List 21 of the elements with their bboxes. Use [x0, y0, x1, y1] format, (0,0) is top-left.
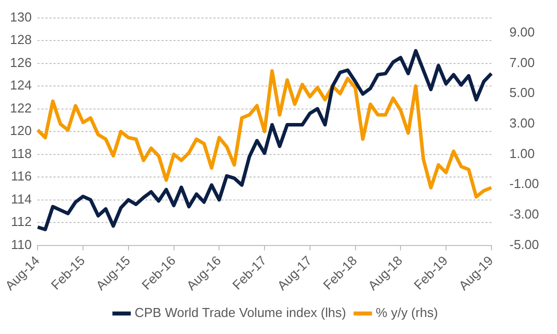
y-tick-label: 114	[10, 191, 32, 206]
y2-tick-label: 5.00	[509, 85, 535, 100]
y2-tick-label: -3.00	[509, 206, 540, 222]
y-tick-label: 124	[10, 78, 32, 93]
y-tick-label: 122	[10, 100, 32, 116]
y2-tick-label: 9.00	[509, 24, 535, 40]
y-tick-label: 116	[10, 168, 32, 184]
y2-tick-label: -1.00	[509, 176, 540, 192]
y-tick-label: 118	[10, 146, 32, 161]
y2-tick-label: 3.00	[509, 116, 535, 131]
y2-tick-label: 7.00	[509, 54, 535, 70]
y-tick-label: 126	[10, 54, 32, 70]
y-tick-label: 120	[10, 123, 32, 138]
legend-label: CPB World Trade Volume index (lhs)	[134, 305, 346, 320]
y-tick-label: 128	[10, 32, 32, 48]
legend-label: % y/y (rhs)	[376, 305, 438, 320]
y-tick-label: 112	[10, 214, 32, 230]
y2-tick-label: 1.00	[509, 146, 535, 161]
y-tick-label: 110	[10, 236, 32, 252]
y2-tick-label: -5.00	[509, 236, 540, 252]
y-tick-label: 130	[10, 9, 32, 24]
